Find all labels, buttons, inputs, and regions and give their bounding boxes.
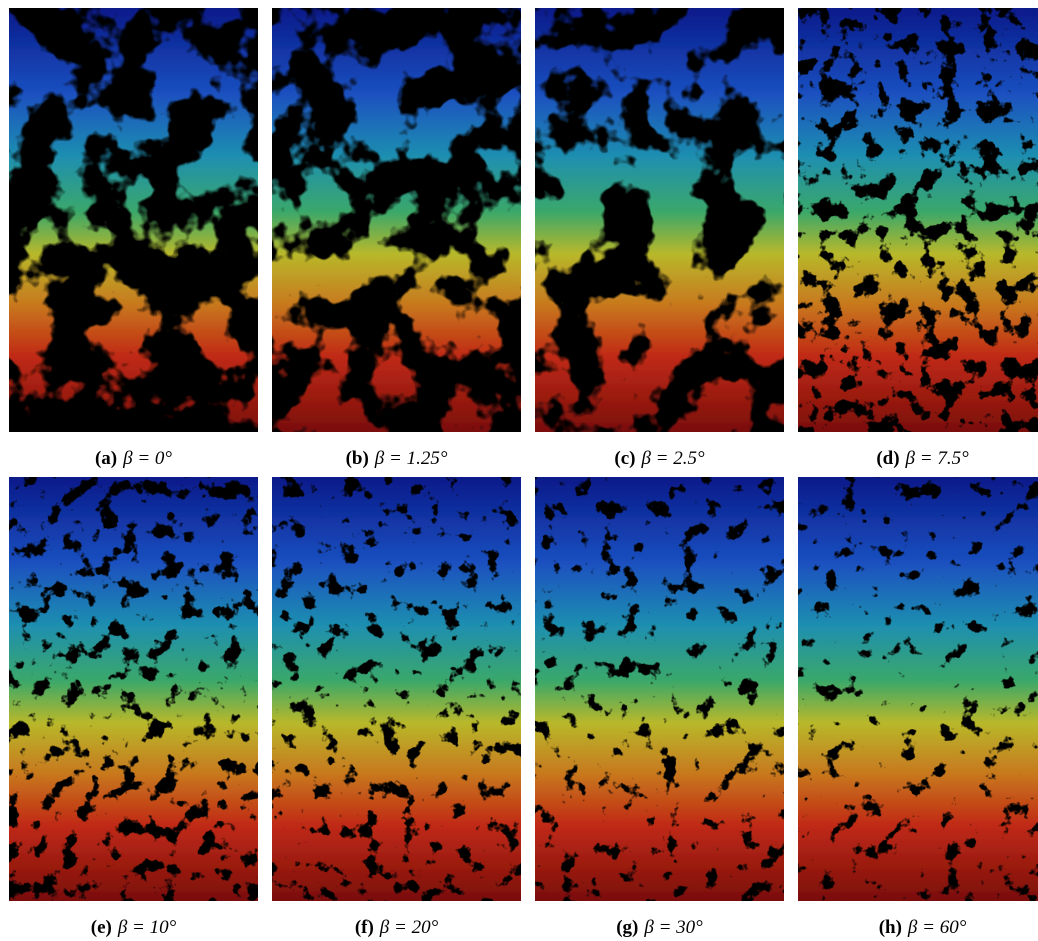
caption: (g) β = 30° — [535, 917, 784, 939]
panel-caption: β = 60° — [907, 917, 967, 938]
panel-label: (d) — [876, 448, 900, 469]
panel-caption: β = 20° — [379, 917, 439, 938]
panel-label: (g) — [616, 917, 639, 938]
panel-image — [9, 8, 258, 432]
panel-image — [272, 8, 521, 432]
panel-caption: β = 30° — [644, 917, 703, 938]
panel-caption: β = 0° — [123, 448, 173, 469]
panel-image — [798, 8, 1038, 432]
caption: (h) β = 60° — [798, 917, 1038, 939]
panel-label: (e) — [90, 917, 112, 938]
cluster-field — [9, 477, 258, 901]
caption: (f) β = 20° — [272, 917, 521, 939]
caption: (b) β = 1.25° — [272, 448, 521, 470]
cluster-field — [535, 477, 784, 901]
panel-label: (c) — [614, 448, 636, 469]
panel-caption: β = 10° — [117, 917, 177, 938]
panel-image — [798, 477, 1038, 901]
cluster-field — [798, 477, 1038, 901]
caption: (d) β = 7.5° — [798, 448, 1038, 470]
cluster-field — [272, 477, 521, 901]
panel-caption: β = 2.5° — [641, 448, 705, 469]
panel-label: (f) — [354, 917, 374, 938]
panel-label: (a) — [94, 448, 118, 469]
panel-caption: β = 1.25° — [374, 448, 448, 469]
panel-caption: β = 7.5° — [905, 448, 969, 469]
panel-label: (b) — [345, 448, 369, 469]
panel-image — [535, 8, 784, 432]
panel-label: (h) — [878, 917, 902, 938]
panel-image — [272, 477, 521, 901]
cluster-field — [272, 8, 521, 432]
caption: (a) β = 0° — [9, 448, 258, 470]
panel-image — [9, 477, 258, 901]
caption: (c) β = 2.5° — [535, 448, 784, 470]
panel-image — [535, 477, 784, 901]
cluster-field — [9, 8, 258, 432]
cluster-field — [535, 8, 784, 432]
caption: (e) β = 10° — [9, 917, 258, 939]
cluster-field — [798, 8, 1038, 432]
